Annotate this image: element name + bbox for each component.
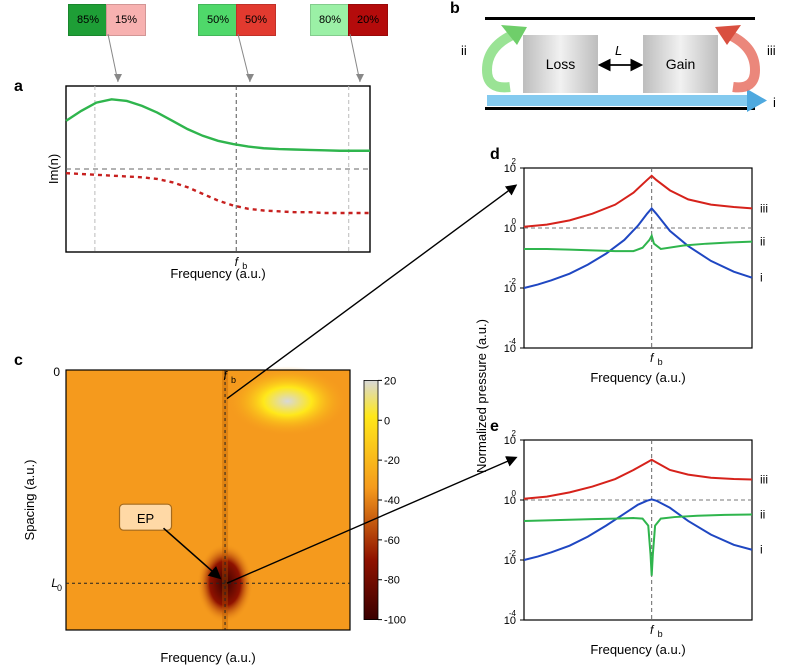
svg-text:-100: -100	[384, 615, 406, 627]
pct-box: 20%	[348, 4, 388, 36]
b-i: i	[773, 95, 776, 110]
svg-text:Frequency (a.u.): Frequency (a.u.)	[160, 650, 255, 665]
svg-text:ii: ii	[760, 507, 765, 521]
b-ii: ii	[461, 43, 467, 58]
svg-text:20: 20	[384, 375, 396, 387]
svg-text:Frequency (a.u.): Frequency (a.u.)	[170, 266, 265, 281]
svg-text:0: 0	[512, 217, 517, 226]
pct-pointer	[218, 34, 258, 84]
svg-text:f: f	[650, 623, 655, 637]
svg-text:EP: EP	[137, 511, 154, 526]
svg-text:-80: -80	[384, 575, 400, 587]
svg-text:-4: -4	[509, 609, 517, 618]
svg-text:i: i	[760, 271, 763, 285]
pct-box: 80%	[310, 4, 350, 36]
panel-d-chart: 10-410-2100102iiiiiifbFrequency (a.u.)No…	[480, 158, 780, 388]
svg-text:-2: -2	[509, 549, 517, 558]
pct-box: 50%	[236, 4, 276, 36]
svg-text:i: i	[760, 543, 763, 557]
panel-letter-a: a	[14, 78, 23, 96]
svg-text:Frequency (a.u.): Frequency (a.u.)	[590, 370, 685, 385]
svg-text:f: f	[650, 351, 655, 365]
L-label: L	[615, 43, 622, 58]
svg-text:-20: -20	[384, 455, 400, 467]
svg-text:0: 0	[53, 365, 60, 379]
pct-box: 85%	[68, 4, 108, 36]
panel-e-chart: 10-410-2100102iiiiiifbFrequency (a.u.)	[480, 430, 780, 660]
svg-text:Spacing (a.u.): Spacing (a.u.)	[22, 460, 37, 541]
svg-text:Im(n): Im(n)	[48, 154, 61, 184]
svg-text:iii: iii	[760, 473, 768, 487]
svg-text:2: 2	[512, 429, 517, 438]
panel-b-diagram: Loss Gain L i ii iii	[455, 15, 775, 125]
svg-text:-60: -60	[384, 535, 400, 547]
pct-box: 50%	[198, 4, 238, 36]
pct-box: 15%	[106, 4, 146, 36]
svg-text:b: b	[231, 375, 236, 385]
svg-text:-40: -40	[384, 495, 400, 507]
pct-pointer	[330, 34, 370, 84]
panel-b-arrows: L i ii iii	[455, 15, 775, 125]
panel-c-heatmap: fb0L0Frequency (a.u.)Spacing (a.u.)EP200…	[20, 360, 420, 670]
b-iii: iii	[767, 43, 776, 58]
svg-text:0: 0	[512, 489, 517, 498]
svg-text:iii: iii	[760, 201, 768, 215]
svg-text:0: 0	[57, 583, 62, 593]
svg-text:b: b	[658, 629, 663, 639]
svg-text:ii: ii	[760, 235, 765, 249]
pct-pointer	[88, 34, 128, 84]
svg-text:Frequency (a.u.): Frequency (a.u.)	[590, 642, 685, 657]
svg-text:b: b	[658, 357, 663, 367]
svg-text:b: b	[242, 261, 247, 271]
svg-text:2: 2	[512, 157, 517, 166]
panel-a-chart: Frequency (a.u.)Im(n)fb	[48, 78, 378, 288]
svg-text:0: 0	[384, 415, 390, 427]
svg-text:-2: -2	[509, 277, 517, 286]
svg-text:-4: -4	[509, 337, 517, 346]
